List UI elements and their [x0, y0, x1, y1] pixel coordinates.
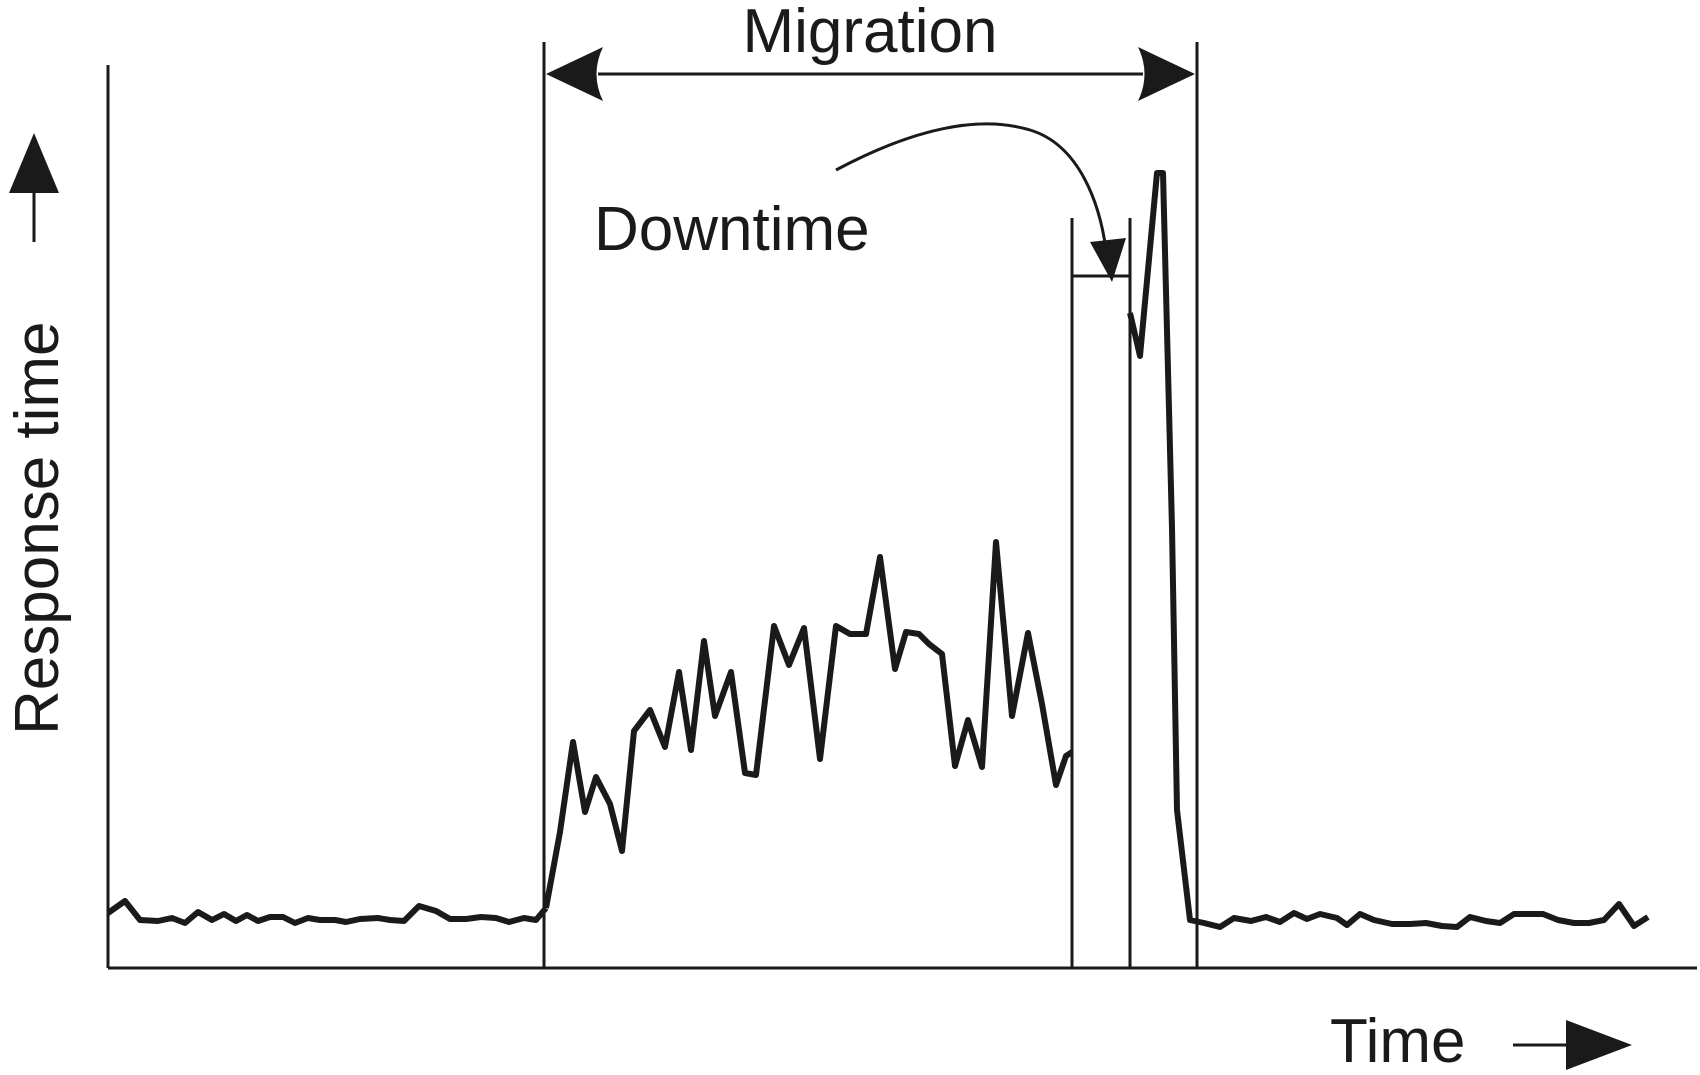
arrow-up-icon [9, 133, 59, 242]
y-axis-label-group: Response time [3, 133, 72, 735]
x-axis-label-group: Time [1330, 1007, 1632, 1075]
y-axis-label: Response time [3, 321, 72, 735]
trace-after-downtime [1127, 170, 1650, 930]
double-arrow-icon [546, 47, 1195, 101]
downtime-markers [1070, 218, 1132, 968]
response-time-trace [106, 170, 1650, 930]
trace-before-migration [106, 898, 549, 926]
axes [106, 65, 1697, 970]
curved-arrow-icon [835, 122, 1126, 282]
migration-boundaries [542, 42, 1199, 968]
arrow-right-icon [1513, 1020, 1632, 1070]
downtime-label: Downtime [594, 195, 870, 264]
x-axis-label: Time [1330, 1007, 1465, 1075]
trace-during-migration [543, 539, 1074, 909]
migration-label: Migration [743, 0, 998, 66]
